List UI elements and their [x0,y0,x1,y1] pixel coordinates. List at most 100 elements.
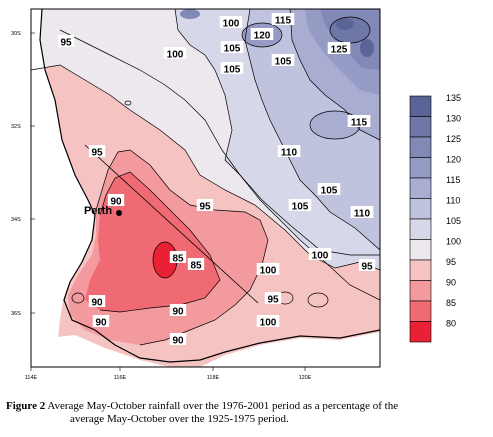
contour-label-text: 125 [331,45,348,56]
contour-100-ring [307,292,329,308]
contour-label: 115 [271,13,295,27]
contour-label: 100 [163,47,187,61]
contour-label: 110 [277,145,301,159]
contour-label-text: 95 [267,295,279,306]
legend-label: 85 [446,298,456,308]
contour-label-text: 85 [172,254,184,265]
contour-label-text: 115 [275,16,292,27]
contour-label: 105 [317,183,341,197]
legend-swatch [409,259,432,281]
contour-label-text: 100 [167,50,184,61]
contour-label: 95 [264,292,282,306]
y-tick-label: 32S [11,124,21,130]
contour-label-text: 105 [275,57,292,68]
legend-label: 90 [446,278,456,288]
contour-label: 105 [220,62,244,76]
contour-label-text: 105 [224,44,241,55]
zone-115-patch [310,111,360,139]
coastline [39,9,380,363]
contour-label: 105 [271,54,295,68]
contour-label: 85 [187,258,205,272]
contour-label: 95 [57,35,75,49]
figure-label: Figure 2 [6,400,46,412]
contour-label: 100 [256,315,280,329]
figure-caption: Figure 2 Average May-October rainfall ov… [6,400,486,426]
legend-label: 135 [446,93,461,103]
contour-label-text: 100 [223,19,240,30]
contour-85-line [99,171,221,313]
contour-label-text: 90 [172,307,184,318]
caption-line2: average May-October over the 1925-1975 p… [70,413,289,425]
contour-label: 105 [288,199,312,213]
contour-label: 90 [169,304,187,318]
contour-label: 95 [358,259,376,273]
contour-label: 85 [169,251,187,265]
contour-label: 100 [256,263,280,277]
legend-label: 130 [446,114,461,124]
contour-label: 125 [327,42,351,56]
contour-label-text: 110 [354,209,371,220]
contour-90-line [95,149,269,346]
legend-swatch [409,95,432,117]
contour-label: 90 [169,333,187,347]
legend-swatch [409,116,432,138]
legend-label: 105 [446,216,461,226]
contour-label: 120 [250,28,274,42]
contour-100-line [59,29,380,256]
map-frame [30,8,381,368]
zone-130-ne [180,9,200,19]
legend-swatch [409,177,432,199]
contour-label: 90 [92,315,110,329]
contour-label-text: 110 [281,148,298,159]
contour-label-text: 90 [172,336,184,347]
contour-label-text: 95 [60,38,72,49]
contour-label: 100 [219,16,243,30]
contour-label: 95 [196,199,214,213]
contour-ring-tiny [124,100,132,106]
perth-label: Perth [84,205,112,217]
legend-label: 95 [446,257,456,267]
contour-label-text: 100 [260,318,277,329]
contour-label: 90 [88,295,106,309]
contour-label-text: 105 [321,186,338,197]
transect-line [84,144,259,304]
x-tick-label: 114E [25,375,38,381]
contour-110-line [244,9,380,251]
legend-label: 100 [446,237,461,247]
legend-swatch [409,218,432,240]
ocean-west [31,9,95,367]
contour-label-text: 90 [110,197,122,208]
contour-label-text: 100 [312,251,329,262]
y-tick-label: 36S [11,311,21,317]
contour-label-text: 100 [260,266,277,277]
perth-marker [116,210,122,216]
contour-label: 90 [107,194,125,208]
legend-swatch [409,136,432,158]
legend-label: 125 [446,134,461,144]
contour-label-text: 105 [224,65,241,76]
contour-label-text: 105 [292,202,309,213]
zone-85 [85,172,220,312]
legend-label: 120 [446,155,461,165]
contour-label-text: 90 [91,298,103,309]
contour-label: 100 [308,248,332,262]
y-tick-label: 30S [11,31,21,37]
legend-swatch [409,280,432,302]
contour-ring-sw [71,292,85,304]
contour-label: 95 [88,145,106,159]
caption-line1: Average May-October rainfall over the 19… [47,400,399,412]
contour-label-text: 95 [199,202,211,213]
zone-135 [336,18,354,30]
contour-label: 105 [220,41,244,55]
legend-swatch [409,157,432,179]
legend-swatch [409,300,432,322]
contour-label-text: 85 [190,261,202,272]
ocean-south-east [200,332,380,367]
contour-label-text: 90 [95,318,107,329]
contour-label-text: 95 [361,262,373,273]
legend-label: 80 [446,319,456,329]
legend-label: 110 [446,196,460,206]
contour-label: 115 [347,115,371,129]
legend-swatch [409,321,432,343]
